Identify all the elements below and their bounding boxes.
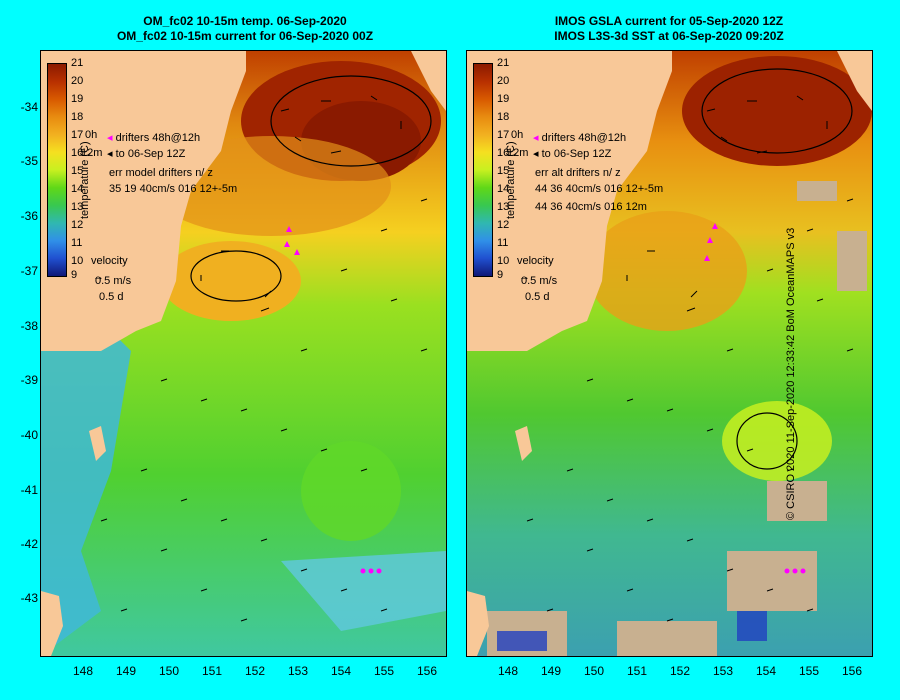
colorbar-label: 9 — [497, 269, 504, 281]
x-tick: 155 — [373, 664, 395, 678]
x-tick: 154 — [755, 664, 777, 678]
velocity-legend-arrow: → — [519, 271, 530, 283]
depth-label-12m: 12m — [81, 147, 103, 159]
colorbar-label: 21 — [71, 57, 84, 69]
y-tick: -41 — [20, 483, 38, 497]
drifters-legend-line2: ◂ to 06-Sep 12Z — [533, 148, 612, 160]
x-tick: 152 — [669, 664, 691, 678]
land-mainland — [467, 51, 672, 351]
satellite-map-panel[interactable]: 21 20 19 18 17 16 15 14 13 12 11 10 9 te… — [466, 50, 873, 657]
colorbar-label: 10 — [71, 255, 84, 267]
colorbar-label: 21 — [497, 57, 510, 69]
velocity-arrows — [526, 95, 854, 622]
y-tick: -39 — [20, 373, 38, 387]
colorbar-label: 20 — [497, 75, 510, 87]
colorbar-label: 20 — [71, 75, 84, 87]
x-tick: 153 — [712, 664, 734, 678]
depth-label-12m: 12m — [507, 147, 529, 159]
colorbar-label: 9 — [71, 269, 78, 281]
colorbar-label: 12 — [71, 219, 84, 231]
colorbar-label: 12 — [497, 219, 510, 231]
y-tick: -34 — [20, 100, 38, 114]
temperature-colorbar — [473, 63, 493, 277]
depth-label-0h: 0h — [511, 129, 524, 141]
x-tick: 156 — [841, 664, 863, 678]
err-legend-line1: err alt drifters n/ z — [535, 167, 621, 179]
velocity-legend-speed: 0.5 m/s — [521, 275, 558, 287]
colorbar-label: 16 — [71, 147, 84, 159]
y-tick: -40 — [20, 428, 38, 442]
x-tick: 156 — [416, 664, 438, 678]
x-tick: 155 — [798, 664, 820, 678]
x-tick: 154 — [330, 664, 352, 678]
colorbar-label: 15 — [71, 165, 84, 177]
x-tick: 150 — [158, 664, 180, 678]
drifters-legend-line1: ◂ drifters 48h@12h — [533, 132, 627, 144]
colorbar-label: 15 — [497, 165, 510, 177]
y-tick: -37 — [20, 264, 38, 278]
colorbar-label: 18 — [71, 111, 84, 123]
x-tick: 150 — [583, 664, 605, 678]
colorbar-label: 14 — [497, 183, 510, 195]
y-tick: -35 — [20, 154, 38, 168]
err-legend-line2: 35 19 40cm/s 016 12+-5m — [109, 183, 238, 195]
drifters-legend-line2: ◂ to 06-Sep 12Z — [107, 148, 186, 160]
err-legend-line1: err model drifters n/ z — [109, 167, 213, 179]
x-tick: 149 — [115, 664, 137, 678]
left-title-line1: OM_fc02 10-15m temp. 06-Sep-2020 — [143, 14, 347, 28]
colorbar-label: 17 — [71, 129, 84, 141]
y-tick: -38 — [20, 319, 38, 333]
left-title-line2: OM_fc02 10-15m current for 06-Sep-2020 0… — [116, 29, 374, 43]
err-legend-line2: 44 36 40cm/s 016 12+-5m — [535, 183, 664, 195]
temperature-colorbar — [47, 63, 67, 277]
colorbar-label: 13 — [71, 201, 84, 213]
drifters-legend-line1: ◂ drifters 48h@12h — [107, 132, 201, 144]
depth-label-0h: 0h — [85, 129, 98, 141]
velocity-legend-label: velocity — [517, 255, 554, 267]
model-temperature-map — [41, 51, 446, 656]
y-tick: -42 — [20, 537, 38, 551]
x-tick: 153 — [287, 664, 309, 678]
left-title: OM_fc02 10-15m temp. 06-Sep-2020 OM_fc02… — [40, 14, 450, 44]
velocity-legend-arrow: → — [93, 271, 104, 283]
x-tick: 148 — [72, 664, 94, 678]
right-title-line1: IMOS GSLA current for 05-Sep-2020 12Z — [554, 14, 784, 28]
velocity-arrows — [100, 95, 428, 622]
x-tick: 152 — [244, 664, 266, 678]
velocity-legend-speed: 0.5 m/s — [95, 275, 132, 287]
velocity-legend-label: velocity — [91, 255, 128, 267]
land-tasmania — [41, 591, 63, 656]
colorbar-label: 19 — [497, 93, 510, 105]
colorbar-label: 10 — [497, 255, 510, 267]
velocity-legend-duration: 0.5 d — [525, 291, 550, 303]
drifter-markers — [704, 223, 806, 574]
land-tasmania — [467, 591, 489, 656]
colorbar-label: 16 — [497, 147, 510, 159]
velocity-legend-duration: 0.5 d — [99, 291, 124, 303]
satellite-sst-map — [467, 51, 872, 656]
err-legend-line3: 44 36 40cm/s 016 12m — [535, 201, 647, 213]
right-title-line2: IMOS L3S-3d SST at 06-Sep-2020 09:20Z — [554, 29, 784, 43]
x-tick: 148 — [497, 664, 519, 678]
right-title: IMOS GSLA current for 05-Sep-2020 12Z IM… — [464, 14, 874, 44]
colorbar-label: 11 — [497, 237, 509, 249]
x-tick: 151 — [201, 664, 223, 678]
land-new-zealand — [837, 51, 872, 111]
model-map-panel[interactable]: 21 20 19 18 17 16 15 14 13 12 11 10 9 te… — [40, 50, 447, 657]
y-tick: -36 — [20, 209, 38, 223]
land-new-zealand — [411, 51, 446, 111]
colorbar-label: 19 — [71, 93, 84, 105]
copyright-credit: © CSIRO 2020 11-Sep-2020 12:33:42 BoM Oc… — [785, 227, 797, 520]
y-tick: -43 — [20, 591, 38, 605]
land-mainland — [41, 51, 246, 351]
x-tick: 149 — [540, 664, 562, 678]
x-tick: 151 — [626, 664, 648, 678]
drifter-markers — [284, 226, 382, 574]
colorbar-label: 11 — [71, 237, 83, 249]
colorbar-label: 18 — [497, 111, 510, 123]
colorbar-label: 17 — [497, 129, 510, 141]
colorbar-label: 13 — [497, 201, 510, 213]
colorbar-label: 14 — [71, 183, 84, 195]
